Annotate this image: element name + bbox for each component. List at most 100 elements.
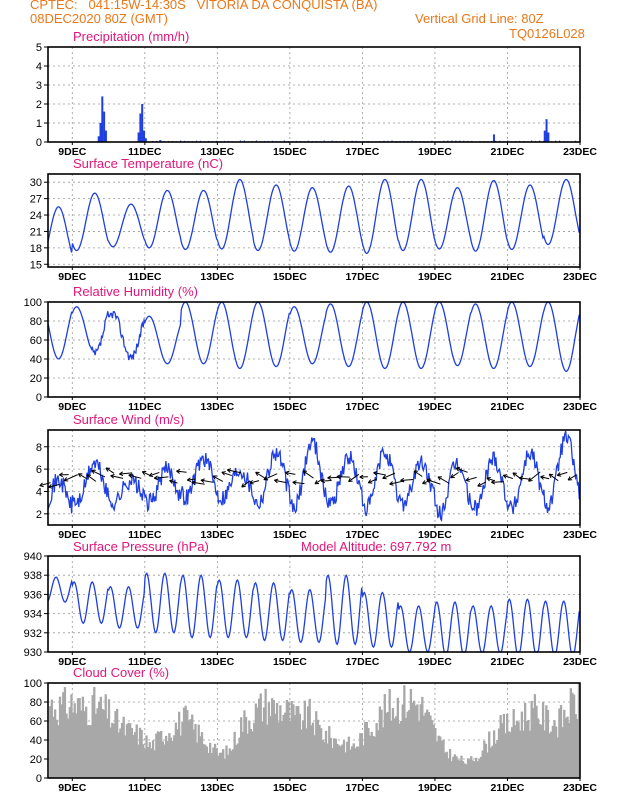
wind-arrow — [221, 471, 233, 477]
cloud-bar — [313, 735, 316, 778]
wind-arrow-head — [437, 476, 441, 481]
cloud-bar — [553, 720, 556, 778]
y-tick-label: 8 — [36, 442, 42, 454]
cloud-bar — [497, 728, 501, 778]
cloud-bar — [178, 711, 181, 778]
cloud-bar — [226, 754, 230, 778]
wind-arrow-head — [186, 477, 191, 481]
wind-arrow — [302, 470, 314, 479]
y-tick-label: 1 — [36, 118, 42, 130]
wind-arrow-head — [348, 477, 351, 482]
cloud-bar — [507, 731, 510, 778]
y-tick-label: 2 — [36, 99, 42, 111]
cloud-bar — [577, 683, 581, 778]
wind-arrow — [382, 472, 396, 479]
cloud-bar — [266, 724, 269, 778]
cloud-bar — [453, 754, 457, 778]
wind-arrow — [212, 475, 224, 482]
wind-arrow-head — [176, 469, 181, 472]
wind-arrow-head — [320, 480, 325, 484]
panel-title: Surface Pressure (hPa) — [73, 539, 209, 554]
cloud-bar — [151, 740, 155, 778]
wind-arrow-head — [292, 480, 297, 483]
wind-arrow-head — [465, 477, 470, 481]
cloud-bar — [334, 738, 337, 778]
cloud-bar — [468, 759, 471, 778]
wind-arrow — [292, 481, 305, 485]
panel-subtitle: Model Altitude: 697.792 m — [301, 539, 451, 554]
panel-rh: Relative Humidity (%) 0 20 40 60 80 100 9DEC 11D… — [24, 284, 598, 413]
wind-arrow — [191, 481, 205, 485]
x-tick-label: 21DEC — [491, 271, 525, 283]
x-tick-label: 17DEC — [345, 401, 379, 413]
cloud-bar — [360, 733, 364, 778]
cloud-bar — [302, 720, 305, 778]
wind-arrow — [91, 469, 106, 478]
cloud-bar — [442, 739, 445, 778]
cloud-bar — [76, 698, 80, 778]
cloud-bar — [158, 732, 161, 778]
wind-arrow — [373, 472, 387, 476]
y-tick-label: 24 — [30, 210, 42, 222]
wind-arrow — [348, 473, 360, 482]
x-tick-label: 17DEC — [345, 146, 379, 158]
y-tick-label: 936 — [24, 589, 42, 601]
wind-arrow-head — [413, 470, 417, 475]
cloud-bar — [104, 694, 107, 778]
cloud-bar — [58, 696, 62, 778]
cloud-bar — [67, 718, 70, 778]
cloud-bar — [81, 696, 85, 778]
cloud-bar — [80, 710, 83, 778]
wind-arrow-head — [39, 485, 44, 488]
wind-arrow-head — [77, 473, 81, 478]
cloud-bar — [254, 703, 258, 778]
cloud-bar — [395, 716, 398, 778]
x-tick-label: 23DEC — [563, 401, 597, 413]
wind-arrow-head — [149, 475, 154, 478]
cloud-bar — [520, 711, 524, 778]
cloud-bar — [331, 748, 334, 778]
cloud-bar — [120, 723, 124, 778]
cloud-bar — [548, 733, 551, 778]
x-tick-label: 13DEC — [200, 529, 234, 541]
cloud-bar — [430, 720, 434, 778]
cloud-bar — [411, 702, 414, 778]
cloud-bar — [244, 716, 248, 778]
cloud-bar — [205, 746, 209, 778]
wind-arrow-head — [169, 480, 173, 484]
x-tick-label: 21DEC — [491, 656, 525, 668]
cloud-bar — [308, 698, 311, 778]
wind-arrow — [413, 470, 423, 477]
cloud-bar — [455, 756, 458, 778]
wind-arrow-head — [567, 476, 571, 481]
cloud-bar — [140, 730, 143, 778]
cloud-bar — [390, 720, 393, 778]
cloud-bar — [173, 735, 176, 778]
wind-arrow — [486, 477, 495, 482]
cloud-bar — [194, 724, 197, 778]
wind-arrow — [105, 467, 115, 474]
x-tick-label: 15DEC — [273, 401, 307, 413]
cloud-bar — [383, 694, 386, 778]
cloud-bar — [195, 742, 199, 778]
cloud-bar — [337, 745, 341, 778]
cloud-bar — [486, 752, 489, 778]
cloud-bar — [556, 737, 559, 778]
cloud-bar — [84, 706, 88, 778]
cloud-bar — [230, 750, 233, 778]
cloud-bar — [488, 731, 491, 778]
cloud-bar — [142, 744, 145, 778]
precip-bar — [159, 140, 162, 142]
cloud-bar — [510, 727, 514, 778]
cloud-bar — [563, 709, 566, 778]
wind-arrow-head — [382, 474, 386, 479]
cloud-bar — [316, 719, 320, 778]
x-tick-label: 23DEC — [563, 146, 597, 158]
wind-arrow-head — [169, 479, 174, 481]
cloud-bar — [501, 723, 504, 778]
cloud-bar — [315, 711, 318, 778]
x-tick-label: 19DEC — [418, 656, 452, 668]
panel-frame — [47, 301, 581, 398]
cloud-bar — [181, 721, 184, 778]
cloud-bar — [109, 727, 112, 778]
